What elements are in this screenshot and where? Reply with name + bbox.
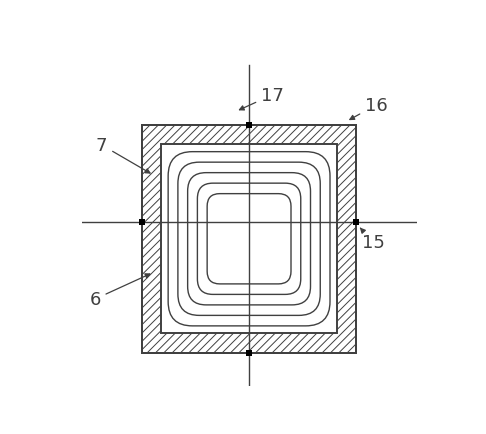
- Bar: [142, 125, 356, 353]
- Text: 15: 15: [361, 229, 384, 252]
- Text: 16: 16: [350, 97, 388, 120]
- Text: 6: 6: [89, 274, 150, 308]
- Bar: [246, 350, 252, 356]
- Bar: [139, 220, 145, 226]
- Bar: [353, 220, 359, 226]
- Bar: [246, 122, 252, 128]
- Bar: [142, 125, 356, 353]
- Text: 17: 17: [240, 86, 284, 111]
- Bar: [161, 145, 337, 333]
- Text: 7: 7: [96, 137, 150, 174]
- Bar: [161, 145, 337, 333]
